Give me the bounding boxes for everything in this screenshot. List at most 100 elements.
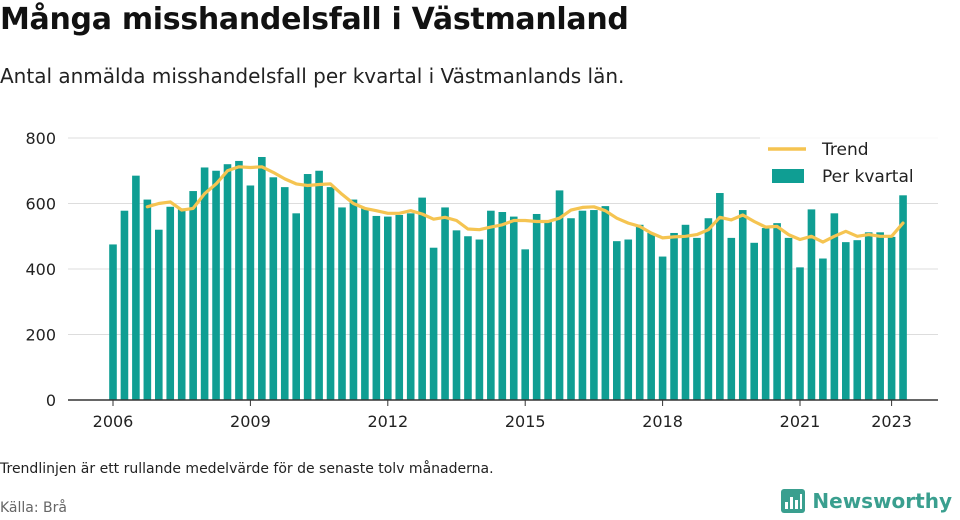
bar — [258, 156, 266, 400]
bar — [292, 213, 300, 400]
bar — [372, 215, 381, 400]
bar — [509, 216, 518, 400]
bar — [177, 208, 186, 400]
bar — [532, 213, 541, 400]
bar — [796, 267, 804, 400]
bar — [864, 232, 873, 400]
bar — [109, 244, 117, 400]
legend-trend-label: Trend — [821, 140, 869, 160]
bar — [498, 212, 507, 400]
bar — [223, 164, 232, 400]
brand-logo: Newsworthy — [780, 488, 952, 514]
bar — [418, 197, 426, 400]
x-tick-label: 2023 — [871, 412, 912, 431]
bar — [853, 240, 862, 400]
bar — [842, 242, 850, 400]
footnote: Trendlinjen är ett rullande medelvärde f… — [0, 461, 494, 477]
bar — [464, 236, 472, 400]
trend-line — [145, 165, 905, 244]
bar — [670, 232, 678, 400]
source-text: Källa: Brå — [0, 500, 67, 516]
x-axis: 2006 2009 2012 2015 2018 2021 2023 — [68, 399, 938, 431]
legend-bar-label: Per kvartal — [822, 167, 914, 187]
x-tick-label: 2021 — [780, 412, 821, 431]
bar — [613, 241, 621, 400]
bar — [475, 239, 484, 400]
y-tick-label: 200 — [25, 326, 56, 345]
bar — [189, 191, 197, 400]
bar — [807, 209, 816, 400]
bar — [155, 229, 163, 400]
x-tick-label: 2018 — [642, 412, 683, 431]
bar — [143, 199, 152, 400]
bar — [590, 210, 598, 400]
bar — [269, 177, 278, 400]
y-tick-label: 800 — [25, 129, 56, 148]
bar — [441, 207, 449, 400]
bar — [830, 213, 839, 400]
bar — [235, 160, 243, 400]
bar — [200, 167, 209, 400]
bar — [406, 213, 415, 400]
bar — [681, 224, 690, 400]
bar — [395, 214, 404, 400]
bar — [429, 247, 438, 400]
bar — [544, 221, 552, 400]
newsworthy-logo-icon — [781, 489, 806, 513]
bar — [212, 170, 220, 400]
y-axis-ticks: 0 200 400 600 800 — [25, 129, 56, 410]
y-tick-label: 0 — [46, 391, 56, 410]
legend: Trend Per kvartal — [760, 134, 938, 194]
bar — [727, 237, 736, 400]
bar — [887, 236, 896, 400]
bar — [704, 218, 713, 400]
bar — [750, 242, 758, 400]
bar — [384, 216, 392, 400]
chart-title: Många misshandelsfall i Västmanland — [0, 2, 629, 37]
brand-name: Newsworthy — [812, 489, 952, 513]
bar — [624, 239, 633, 400]
y-tick-label: 400 — [25, 260, 56, 279]
bar — [280, 187, 289, 400]
bar — [120, 210, 129, 400]
bar — [521, 249, 529, 400]
bar — [166, 206, 175, 400]
bar — [658, 256, 667, 400]
bar — [246, 185, 255, 400]
bar — [315, 170, 323, 400]
x-tick-label: 2015 — [505, 412, 546, 431]
bar-series — [109, 156, 907, 400]
bar — [819, 258, 827, 400]
chart-area: 0 200 400 600 800 2006 2009 2012 2015 2018 2021 20… — [0, 118, 960, 438]
bar — [578, 210, 587, 400]
chart-subtitle: Antal anmälda misshandelsfall per kvarta… — [0, 64, 625, 88]
bar — [716, 193, 724, 400]
bar — [738, 210, 747, 400]
bar — [303, 174, 312, 400]
bar — [361, 208, 369, 400]
bar — [555, 190, 564, 400]
bar — [693, 237, 701, 400]
trend-series — [145, 165, 905, 244]
bar — [761, 228, 770, 400]
bar — [773, 223, 781, 400]
bar — [338, 207, 346, 400]
bar — [647, 232, 655, 400]
bar — [487, 210, 495, 400]
bar — [784, 237, 793, 400]
bar — [899, 195, 907, 400]
legend-bar-swatch — [772, 169, 804, 183]
bar — [326, 187, 335, 400]
bar — [349, 199, 358, 400]
y-tick-label: 600 — [25, 195, 56, 214]
bar — [567, 218, 575, 400]
bar — [876, 232, 884, 400]
x-tick-label: 2012 — [367, 412, 408, 431]
legend-background — [760, 134, 938, 194]
bar — [635, 224, 644, 400]
bar — [132, 175, 140, 400]
x-tick-label: 2006 — [93, 412, 134, 431]
bar — [601, 206, 610, 400]
bar — [452, 230, 461, 400]
